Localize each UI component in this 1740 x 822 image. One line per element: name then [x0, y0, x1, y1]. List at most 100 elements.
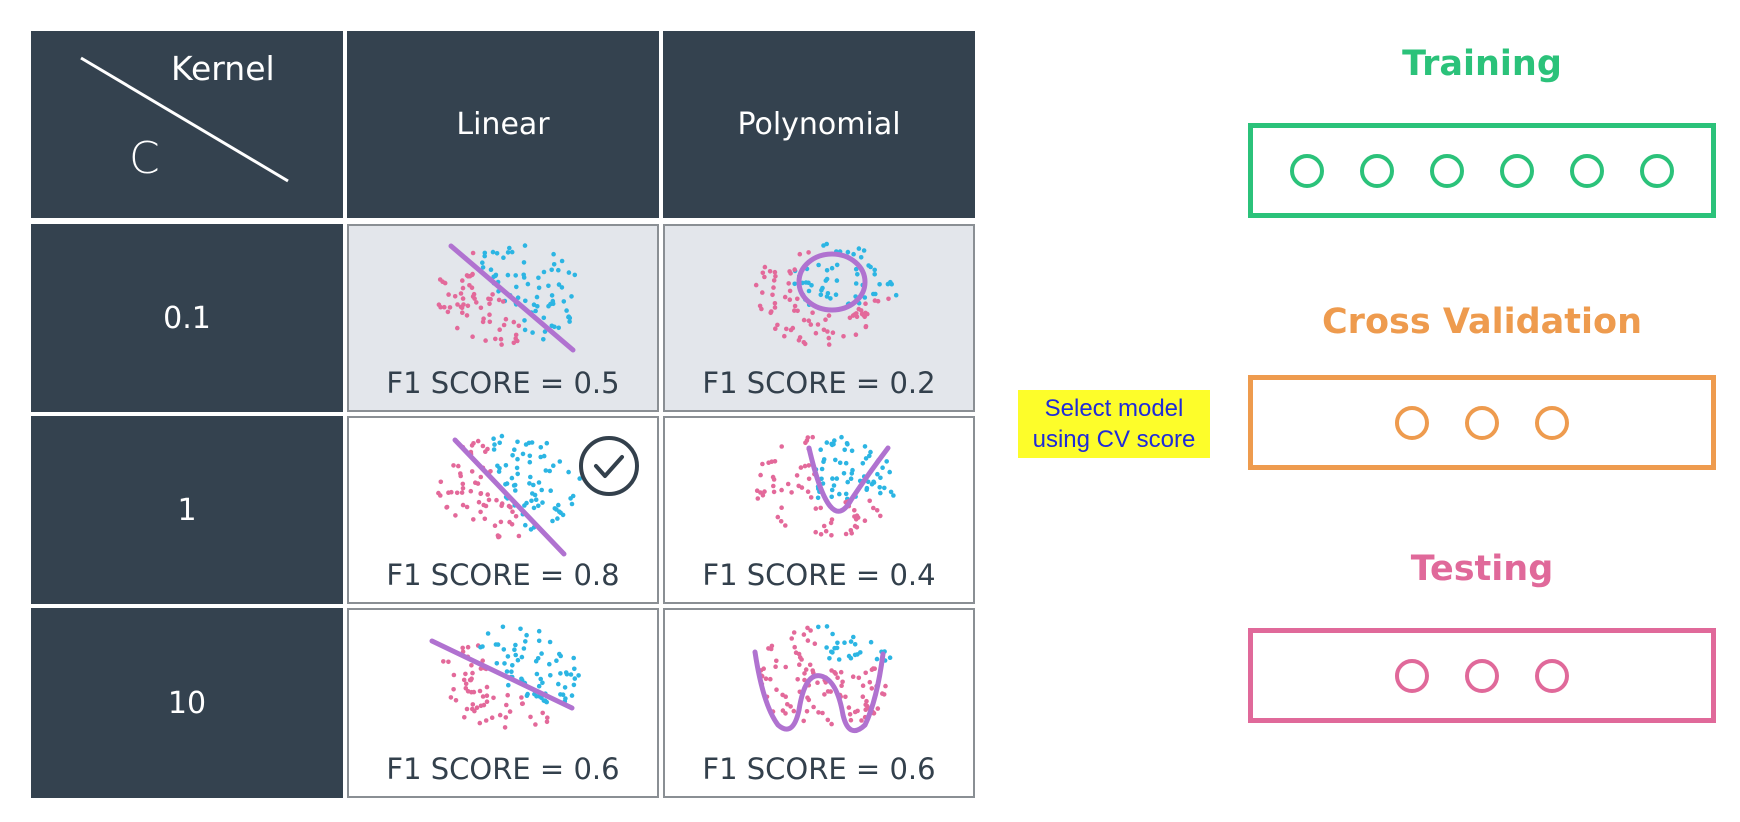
scatter-dot [464, 313, 470, 318]
scatter-dot [523, 639, 528, 644]
scatter-dot [487, 301, 492, 307]
scatter-dot [772, 269, 778, 275]
scatter-dot [538, 445, 544, 450]
scatter-dot [490, 249, 496, 255]
scatter-dot [848, 717, 854, 723]
scatter-dot [826, 342, 832, 347]
scatter-dot [801, 632, 807, 637]
scatter-dot [848, 528, 854, 533]
scatter-dot [770, 292, 775, 298]
scatter-dot [780, 708, 786, 713]
scatter-dot [521, 272, 526, 278]
scatter-dot [453, 698, 459, 703]
scatter-dot [755, 496, 761, 501]
scatter-dot [821, 243, 826, 248]
scatter-dot [774, 687, 779, 692]
sample-circle [1395, 405, 1429, 440]
scatter-dot [544, 719, 550, 725]
row-header-c-0.1: 0.1 [31, 224, 343, 412]
scatter-dot [821, 523, 827, 529]
scatter-dot [812, 641, 818, 646]
scatter-dot [793, 650, 799, 655]
scatter-dot [769, 459, 774, 464]
scatter-dot [871, 480, 877, 485]
scatter-dot [866, 263, 871, 268]
scatter-dot [527, 481, 532, 486]
scatter-dot [572, 666, 577, 672]
column-header-polynomial: Polynomial [663, 31, 975, 218]
scatter-dot [513, 273, 518, 278]
scatter-dot [833, 292, 839, 297]
scatter-dot [824, 645, 829, 650]
scatter-dot [539, 651, 544, 656]
scatter-dot [829, 441, 834, 447]
scatter-dot [523, 298, 528, 304]
scatter-dot [888, 489, 894, 495]
scatter-dot [511, 340, 517, 346]
scatter-dot [451, 687, 456, 692]
scatter-dot [460, 645, 465, 651]
scatter-dot [783, 523, 788, 528]
scatter-dot [792, 281, 797, 287]
scatter-dot [462, 715, 467, 720]
scatter-dot [852, 652, 858, 658]
scatter-plot [752, 624, 893, 734]
plot-linear-c-10: F1 SCORE = 0.6 [347, 608, 659, 798]
scatter-dot [834, 476, 840, 481]
scatter-dot [469, 272, 475, 278]
scatter-dot [856, 675, 862, 681]
scatter-dot [799, 485, 805, 490]
scatter-dot [772, 301, 778, 306]
scatter-dot [512, 447, 517, 452]
plot-linear-c-1: F1 SCORE = 0.8 [347, 416, 659, 604]
scatter-dot [527, 459, 533, 465]
scatter-dot [493, 336, 498, 342]
scatter-dot [801, 317, 807, 323]
scatter-dot [451, 463, 456, 468]
scatter-dot [853, 266, 859, 272]
scatter-dot [447, 305, 453, 310]
scatter-dot [510, 509, 515, 514]
scatter-dot [491, 447, 497, 452]
f1-score: F1 SCORE = 0.5 [386, 366, 620, 400]
f1-score: F1 SCORE = 0.4 [702, 558, 936, 592]
scatter-dot [860, 694, 866, 699]
scatter-dot [801, 718, 806, 724]
scatter-dot [533, 722, 538, 727]
scatter-dot [806, 463, 812, 468]
select-model-note: Select model using CV score [1018, 390, 1210, 458]
scatter-dot [772, 305, 778, 310]
scatter-dot [797, 251, 803, 257]
scatter-dot [513, 642, 518, 648]
scatter-dot [480, 694, 486, 699]
scatter-dot [571, 655, 576, 661]
scatter-dot [875, 706, 881, 711]
scatter-dot [762, 489, 767, 494]
scatter-dot [503, 715, 509, 720]
scatter-dot [512, 482, 518, 488]
scatter-dot [846, 705, 852, 710]
scatter-dot [527, 453, 533, 459]
scatter-dot [529, 498, 534, 504]
scatter-dot [824, 440, 830, 445]
scatter-dot [454, 490, 460, 496]
scatter-dot [805, 695, 810, 700]
scatter-dot [503, 463, 509, 468]
scatter-dot [877, 282, 882, 287]
scatter-dot [828, 520, 834, 526]
scatter-dot [762, 274, 767, 280]
scatter-dot [829, 265, 835, 271]
scatter-dot [487, 312, 492, 317]
scatter-dot [806, 318, 812, 323]
scatter-plot [754, 434, 896, 538]
scatter-dot [504, 702, 509, 708]
scatter-dot [499, 433, 505, 439]
scatter-dot [786, 281, 791, 286]
scatter-dot [503, 482, 508, 487]
testing-box [1248, 628, 1716, 723]
scatter-dot [825, 717, 831, 723]
scatter-dot [803, 667, 809, 672]
scatter-dot [464, 706, 470, 712]
scatter-dot [559, 285, 565, 290]
scatter-dot [791, 708, 797, 714]
